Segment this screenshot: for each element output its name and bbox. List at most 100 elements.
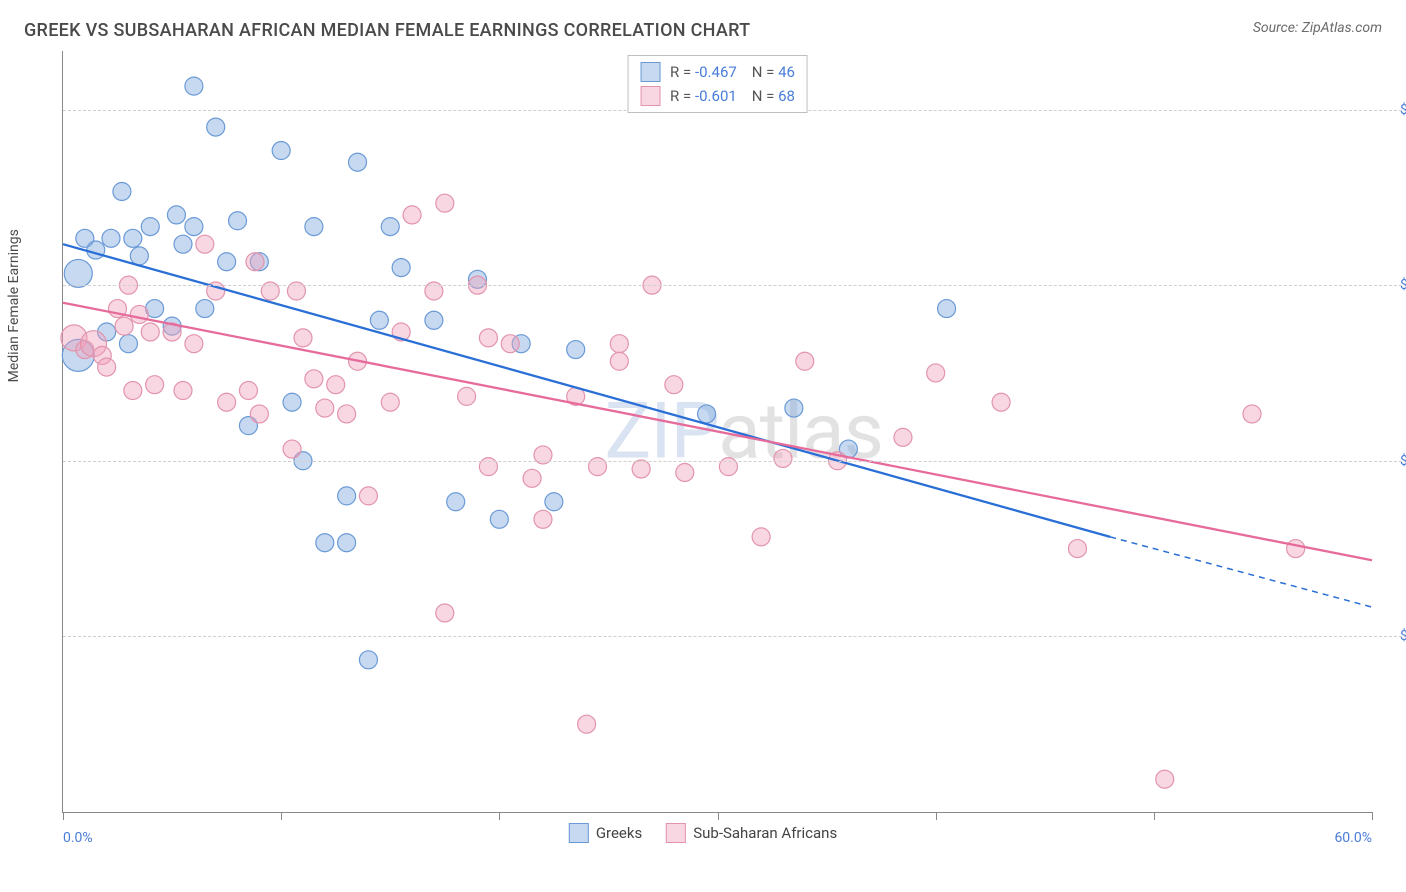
data-point bbox=[246, 253, 264, 271]
data-point bbox=[218, 393, 236, 411]
data-point bbox=[185, 335, 203, 353]
data-point bbox=[102, 229, 120, 247]
data-point bbox=[894, 428, 912, 446]
data-point bbox=[567, 341, 585, 359]
r-label: R = bbox=[670, 87, 691, 105]
data-point bbox=[196, 300, 214, 318]
x-label-right: 60.0% bbox=[1334, 830, 1372, 846]
plot: ZIPatlas R = -0.467 N = 46 bbox=[62, 51, 1372, 813]
data-point bbox=[534, 510, 552, 528]
data-point bbox=[359, 651, 377, 669]
r-value-greeks: -0.467 bbox=[695, 63, 737, 81]
data-point bbox=[698, 405, 716, 423]
r-label: R = bbox=[670, 63, 691, 81]
plot-region: ZIPatlas R = -0.467 N = 46 bbox=[62, 51, 1372, 813]
data-point bbox=[1068, 540, 1086, 558]
y-tick-label: $30,000 bbox=[1400, 453, 1406, 469]
data-point bbox=[403, 206, 421, 224]
data-point bbox=[294, 329, 312, 347]
n-value-ssa: 68 bbox=[778, 87, 795, 105]
data-point bbox=[610, 335, 628, 353]
legend-item-ssa: Sub-Saharan Africans bbox=[666, 823, 837, 843]
data-point bbox=[392, 259, 410, 277]
data-point bbox=[250, 405, 268, 423]
data-point bbox=[458, 387, 476, 405]
data-point bbox=[425, 311, 443, 329]
data-point bbox=[141, 323, 159, 341]
data-point bbox=[316, 399, 334, 417]
data-point bbox=[774, 449, 792, 467]
data-point bbox=[545, 493, 563, 511]
x-tick bbox=[936, 812, 937, 820]
x-label-left: 0.0% bbox=[63, 830, 93, 846]
header: GREEK VS SUBSAHARAN AFRICAN MEDIAN FEMAL… bbox=[24, 20, 1382, 41]
data-point bbox=[578, 715, 596, 733]
data-point bbox=[130, 305, 148, 323]
data-point bbox=[272, 142, 290, 160]
data-point bbox=[1287, 540, 1305, 558]
data-point bbox=[632, 460, 650, 478]
data-point bbox=[1243, 405, 1261, 423]
data-point bbox=[124, 382, 142, 400]
legend-swatch-greeks bbox=[569, 823, 589, 843]
data-point bbox=[349, 153, 367, 171]
data-point bbox=[785, 399, 803, 417]
data-point bbox=[87, 241, 105, 259]
x-tick bbox=[499, 812, 500, 820]
legend-label-ssa: Sub-Saharan Africans bbox=[693, 824, 837, 842]
y-tick-label: $15,000 bbox=[1400, 628, 1406, 644]
data-point bbox=[938, 300, 956, 318]
trend-line bbox=[63, 303, 1372, 561]
gridline bbox=[63, 461, 1406, 462]
series-legend: Greeks Sub-Saharan Africans bbox=[569, 823, 837, 843]
data-point bbox=[338, 487, 356, 505]
chart-area: Median Female Earnings ZIPatlas R = -0.4… bbox=[24, 51, 1382, 851]
data-point bbox=[229, 212, 247, 230]
gridline bbox=[63, 636, 1406, 637]
data-point bbox=[479, 329, 497, 347]
data-point bbox=[98, 358, 116, 376]
data-point bbox=[207, 118, 225, 136]
x-tick bbox=[1154, 812, 1155, 820]
legend-item-greeks: Greeks bbox=[569, 823, 642, 843]
plot-svg bbox=[63, 51, 1372, 812]
data-point bbox=[436, 604, 454, 622]
x-tick bbox=[1372, 812, 1373, 820]
data-point bbox=[218, 253, 236, 271]
trend-line bbox=[63, 244, 1110, 537]
trend-line-extrapolated bbox=[1110, 537, 1372, 607]
x-tick bbox=[281, 812, 282, 820]
data-point bbox=[196, 235, 214, 253]
data-point bbox=[174, 382, 192, 400]
data-point bbox=[124, 229, 142, 247]
source-label: Source: ZipAtlas.com bbox=[1253, 20, 1382, 36]
data-point bbox=[115, 317, 133, 335]
x-tick bbox=[718, 812, 719, 820]
data-point bbox=[113, 182, 131, 200]
legend-swatch-greeks bbox=[640, 62, 660, 82]
data-point bbox=[927, 364, 945, 382]
data-point bbox=[338, 534, 356, 552]
data-point bbox=[130, 247, 148, 265]
r-value-ssa: -0.601 bbox=[695, 87, 737, 105]
data-point bbox=[327, 376, 345, 394]
legend-label-greeks: Greeks bbox=[596, 824, 642, 842]
data-point bbox=[370, 311, 388, 329]
data-point bbox=[305, 370, 323, 388]
data-point bbox=[64, 259, 92, 287]
legend-row-ssa: R = -0.601 N = 68 bbox=[640, 84, 795, 108]
data-point bbox=[1156, 770, 1174, 788]
data-point bbox=[676, 463, 694, 481]
n-label: N = bbox=[752, 63, 775, 81]
legend-swatch-ssa bbox=[666, 823, 686, 843]
data-point bbox=[665, 376, 683, 394]
data-point bbox=[523, 469, 541, 487]
data-point bbox=[141, 218, 159, 236]
chart-container: GREEK VS SUBSAHARAN AFRICAN MEDIAN FEMAL… bbox=[0, 0, 1406, 892]
data-point bbox=[610, 352, 628, 370]
data-point bbox=[359, 487, 377, 505]
data-point bbox=[146, 376, 164, 394]
data-point bbox=[436, 194, 454, 212]
data-point bbox=[447, 493, 465, 511]
data-point bbox=[185, 218, 203, 236]
